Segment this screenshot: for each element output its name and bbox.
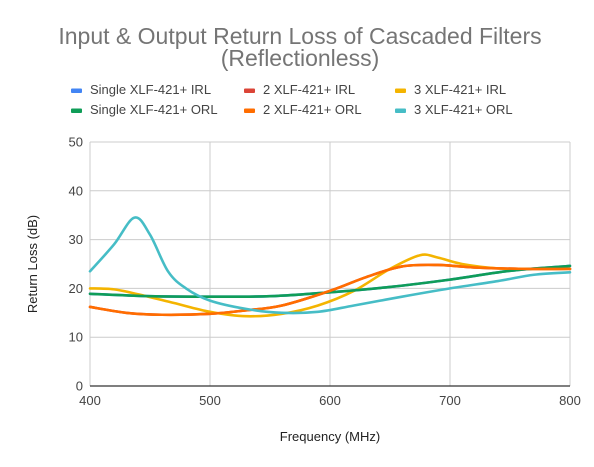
legend-label-single-xlf-421-irl: Single XLF-421+ IRL <box>90 82 211 97</box>
chart-tick-labels: 0 10 20 30 40 50 400 500 600 700 800 <box>69 135 581 409</box>
x-tick-label-600: 600 <box>319 393 341 408</box>
legend-swatch-2-xlf-421-irl <box>244 88 255 93</box>
y-tick-label-20: 20 <box>69 281 83 296</box>
legend-label-3-xlf-421-irl: 3 XLF-421+ IRL <box>414 82 506 97</box>
series-line-2-xlf-421-orl <box>88 263 572 317</box>
legend-swatch-single-xlf-421-irl <box>71 88 82 93</box>
y-tick-label-10: 10 <box>69 330 83 345</box>
chart-series <box>88 216 572 318</box>
x-tick-label-800: 800 <box>559 393 581 408</box>
legend-item-2-xlf-421-orl: 2 XLF-421+ ORL <box>244 102 362 117</box>
legend-item-single-xlf-421-irl: Single XLF-421+ IRL <box>71 82 211 97</box>
legend-swatch-single-xlf-421-orl <box>71 108 82 113</box>
y-tick-label-50: 50 <box>69 135 83 150</box>
chart-legend: Single XLF-421+ IRL 2 XLF-421+ IRL 3 XLF-4… <box>71 82 513 117</box>
legend-item-3-xlf-421-irl: 3 XLF-421+ IRL <box>395 82 506 97</box>
legend-swatch-2-xlf-421-orl <box>244 108 255 113</box>
chart-grid <box>89 141 571 387</box>
series-line-3-xlf-421-orl <box>88 216 572 315</box>
x-axis-label: Frequency (MHz) <box>280 429 380 444</box>
legend-label-single-xlf-421-orl: Single XLF-421+ ORL <box>90 102 218 117</box>
x-tick-label-700: 700 <box>439 393 461 408</box>
legend-swatch-3-xlf-421-orl <box>395 108 406 113</box>
legend-label-2-xlf-421-irl: 2 XLF-421+ IRL <box>263 82 355 97</box>
chart-title-line-2: (Reflectionless) <box>221 45 380 71</box>
legend-item-3-xlf-421-orl: 3 XLF-421+ ORL <box>395 102 513 117</box>
y-tick-label-30: 30 <box>69 232 83 247</box>
legend-item-2-xlf-421-irl: 2 XLF-421+ IRL <box>244 82 355 97</box>
x-tick-label-500: 500 <box>199 393 221 408</box>
series-line-single-xlf-421-orl <box>88 264 572 299</box>
legend-item-single-xlf-421-orl: Single XLF-421+ ORL <box>71 102 218 117</box>
y-axis-label: Return Loss (dB) <box>25 215 40 313</box>
x-tick-label-400: 400 <box>79 393 101 408</box>
y-tick-label-0: 0 <box>76 379 83 394</box>
legend-label-3-xlf-421-orl: 3 XLF-421+ ORL <box>414 102 513 117</box>
y-tick-label-40: 40 <box>69 183 83 198</box>
legend-swatch-3-xlf-421-irl <box>395 88 406 93</box>
legend-label-2-xlf-421-orl: 2 XLF-421+ ORL <box>263 102 362 117</box>
chart-title-line-1: Input & Output Return Loss of Cascaded F… <box>58 23 541 49</box>
